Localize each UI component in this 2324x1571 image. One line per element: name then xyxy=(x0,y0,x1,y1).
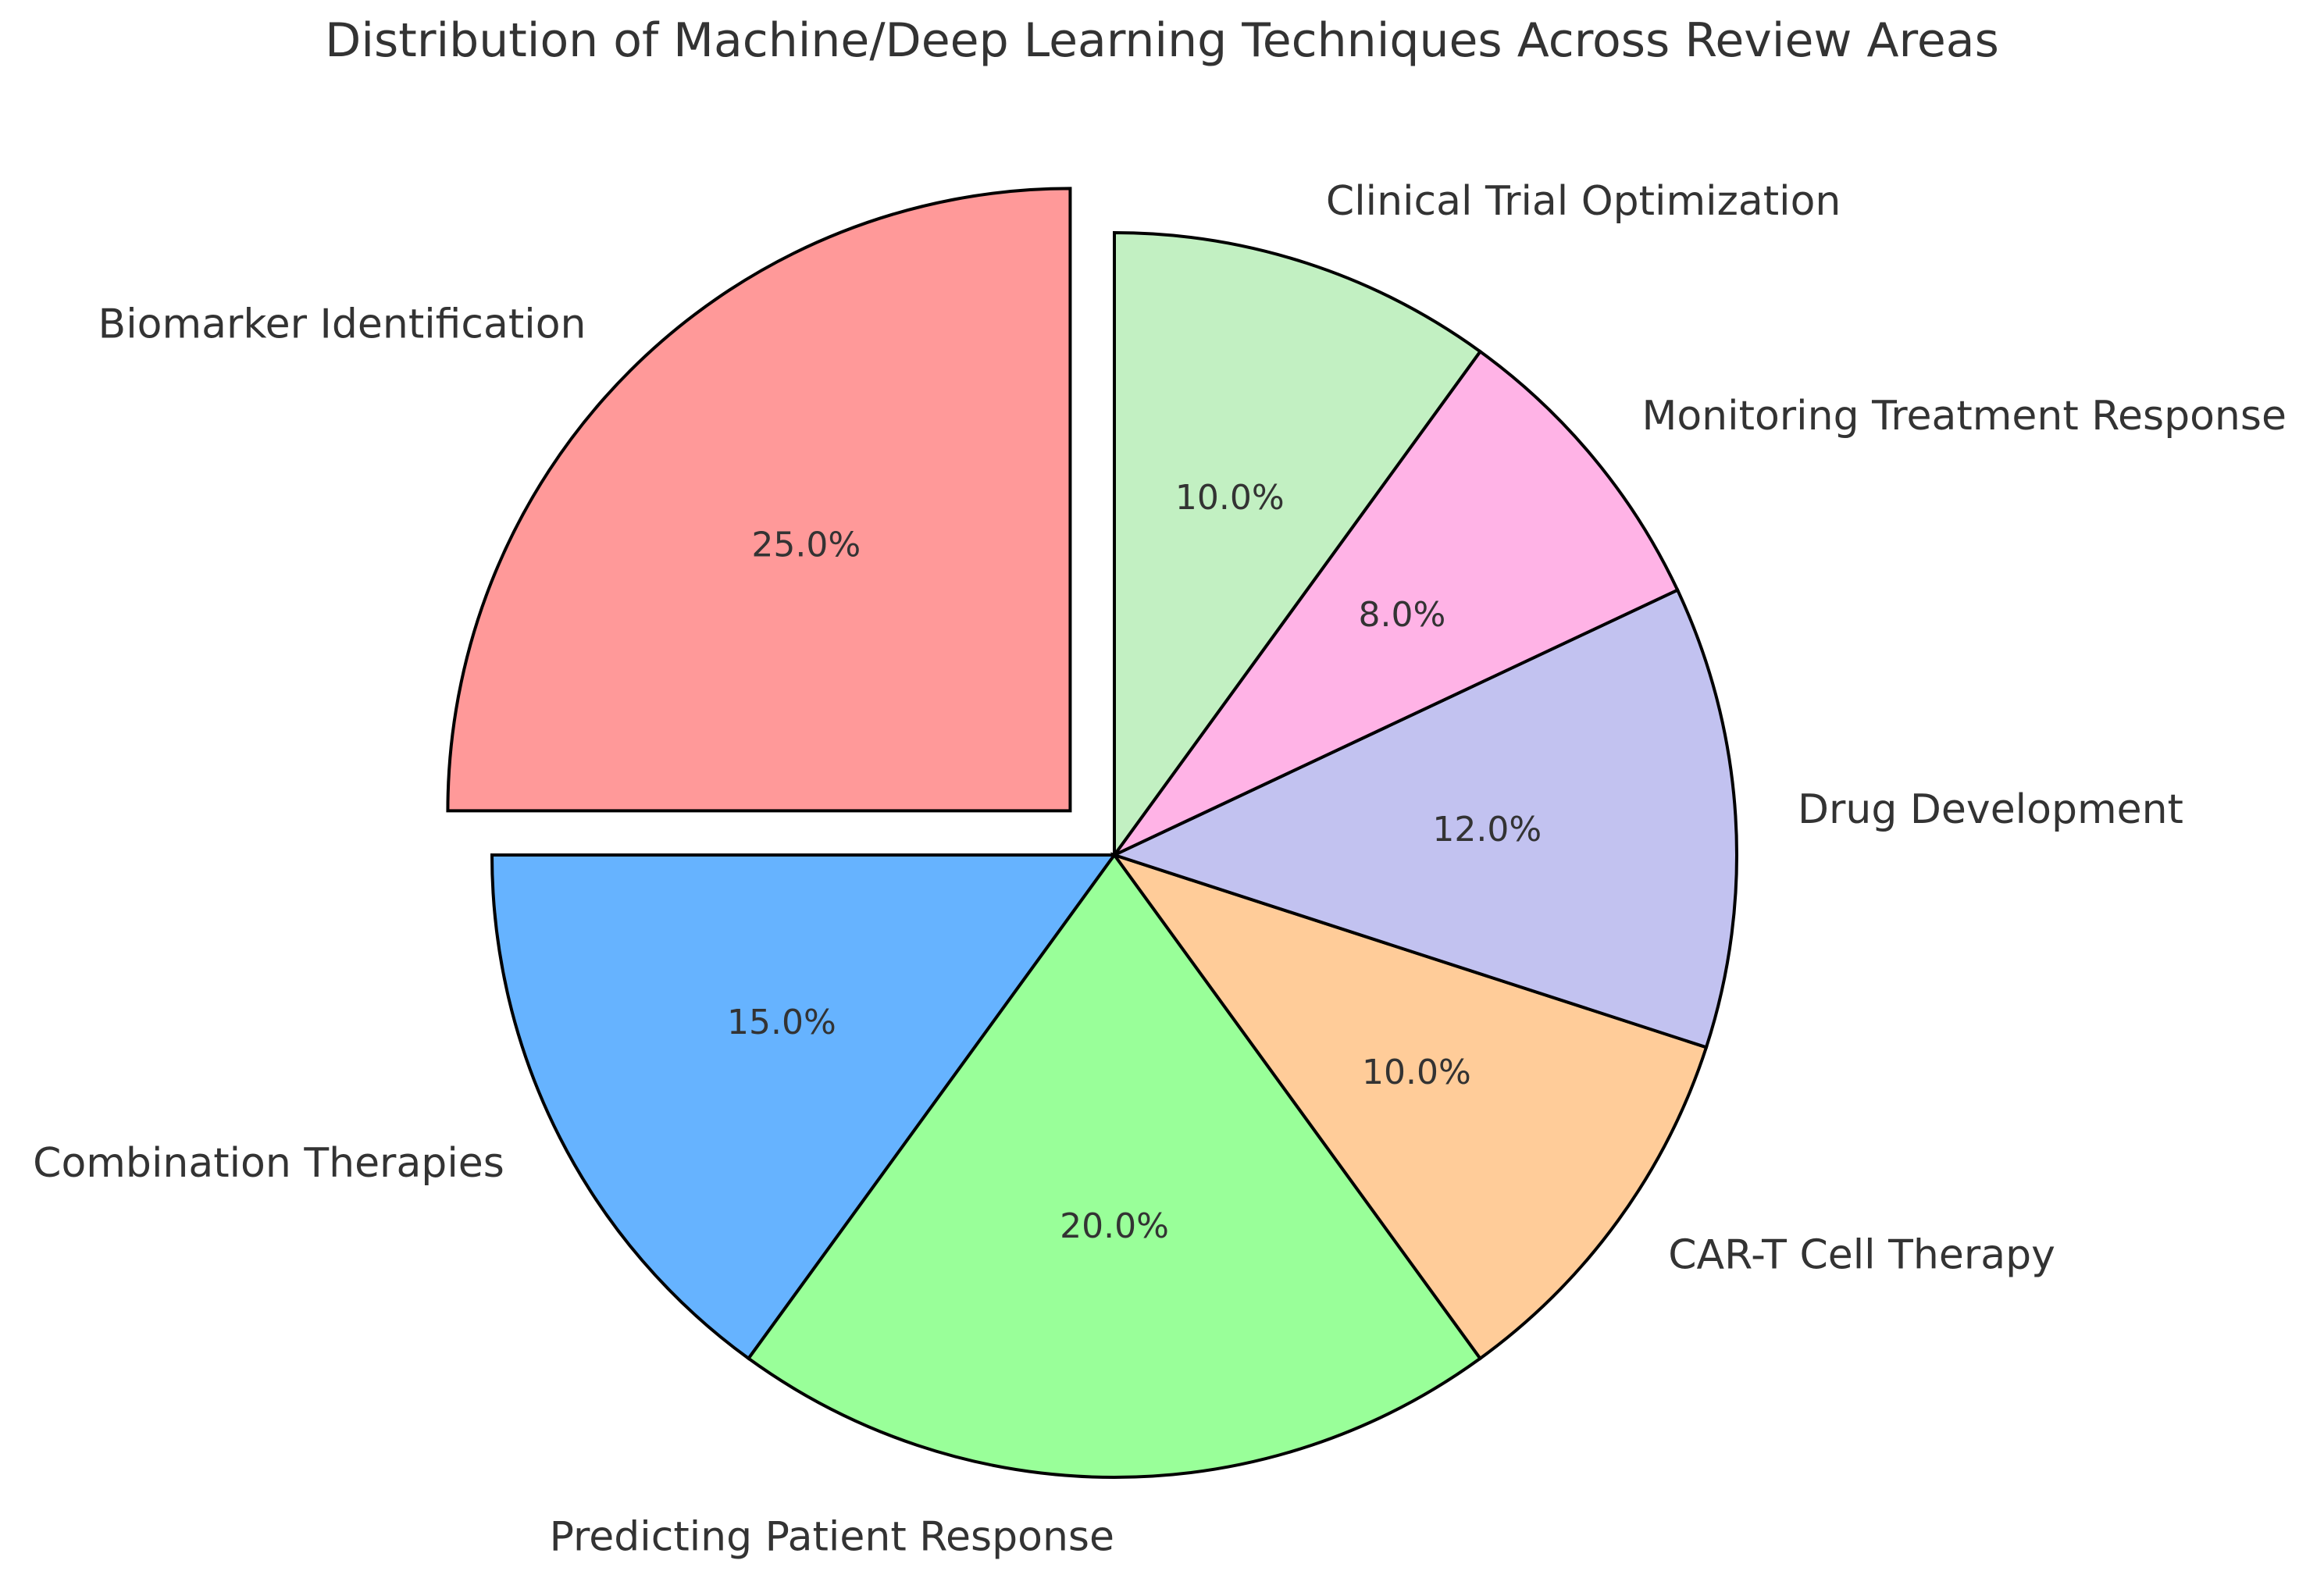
chart-title: Distribution of Machine/Deep Learning Te… xyxy=(325,13,1999,68)
category-label-combination-therapies: Combination Therapies xyxy=(33,1140,504,1187)
pct-label-drug-development: 12.0% xyxy=(1432,810,1542,850)
pct-label-predicting-patient-response: 20.0% xyxy=(1060,1206,1169,1246)
pie-slice-clinical-trial-optimization xyxy=(1113,230,1483,860)
category-label-drug-development: Drug Development xyxy=(1798,786,2183,833)
category-label-predicting-patient-response: Predicting Patient Response xyxy=(550,1514,1114,1561)
pct-label-combination-therapies: 15.0% xyxy=(727,1003,836,1042)
category-label-monitoring-treatment-response: Monitoring Treatment Response xyxy=(1642,393,2287,440)
pie-slice-drug-development xyxy=(1110,587,1738,1049)
category-label-car-t-cell-therapy: CAR-T Cell Therapy xyxy=(1668,1231,2055,1278)
pie-slice-biomarker-identification xyxy=(446,187,1072,813)
pct-label-biomarker-identification: 25.0% xyxy=(751,525,861,565)
category-label-clinical-trial-optimization: Clinical Trial Optimization xyxy=(1326,178,1841,225)
pie-slice-car-t-cell-therapy xyxy=(1110,852,1709,1361)
category-label-biomarker-identification: Biomarker Identification xyxy=(98,301,586,348)
pie-slice-monitoring-treatment-response xyxy=(1113,349,1680,857)
pie-slice-predicting-patient-response xyxy=(746,852,1483,1479)
pie-slice-combination-therapies xyxy=(490,853,1117,1361)
pct-label-monitoring-treatment-response: 8.0% xyxy=(1359,595,1446,635)
pct-label-car-t-cell-therapy: 10.0% xyxy=(1362,1053,1471,1092)
pct-label-clinical-trial-optimization: 10.0% xyxy=(1175,478,1285,518)
